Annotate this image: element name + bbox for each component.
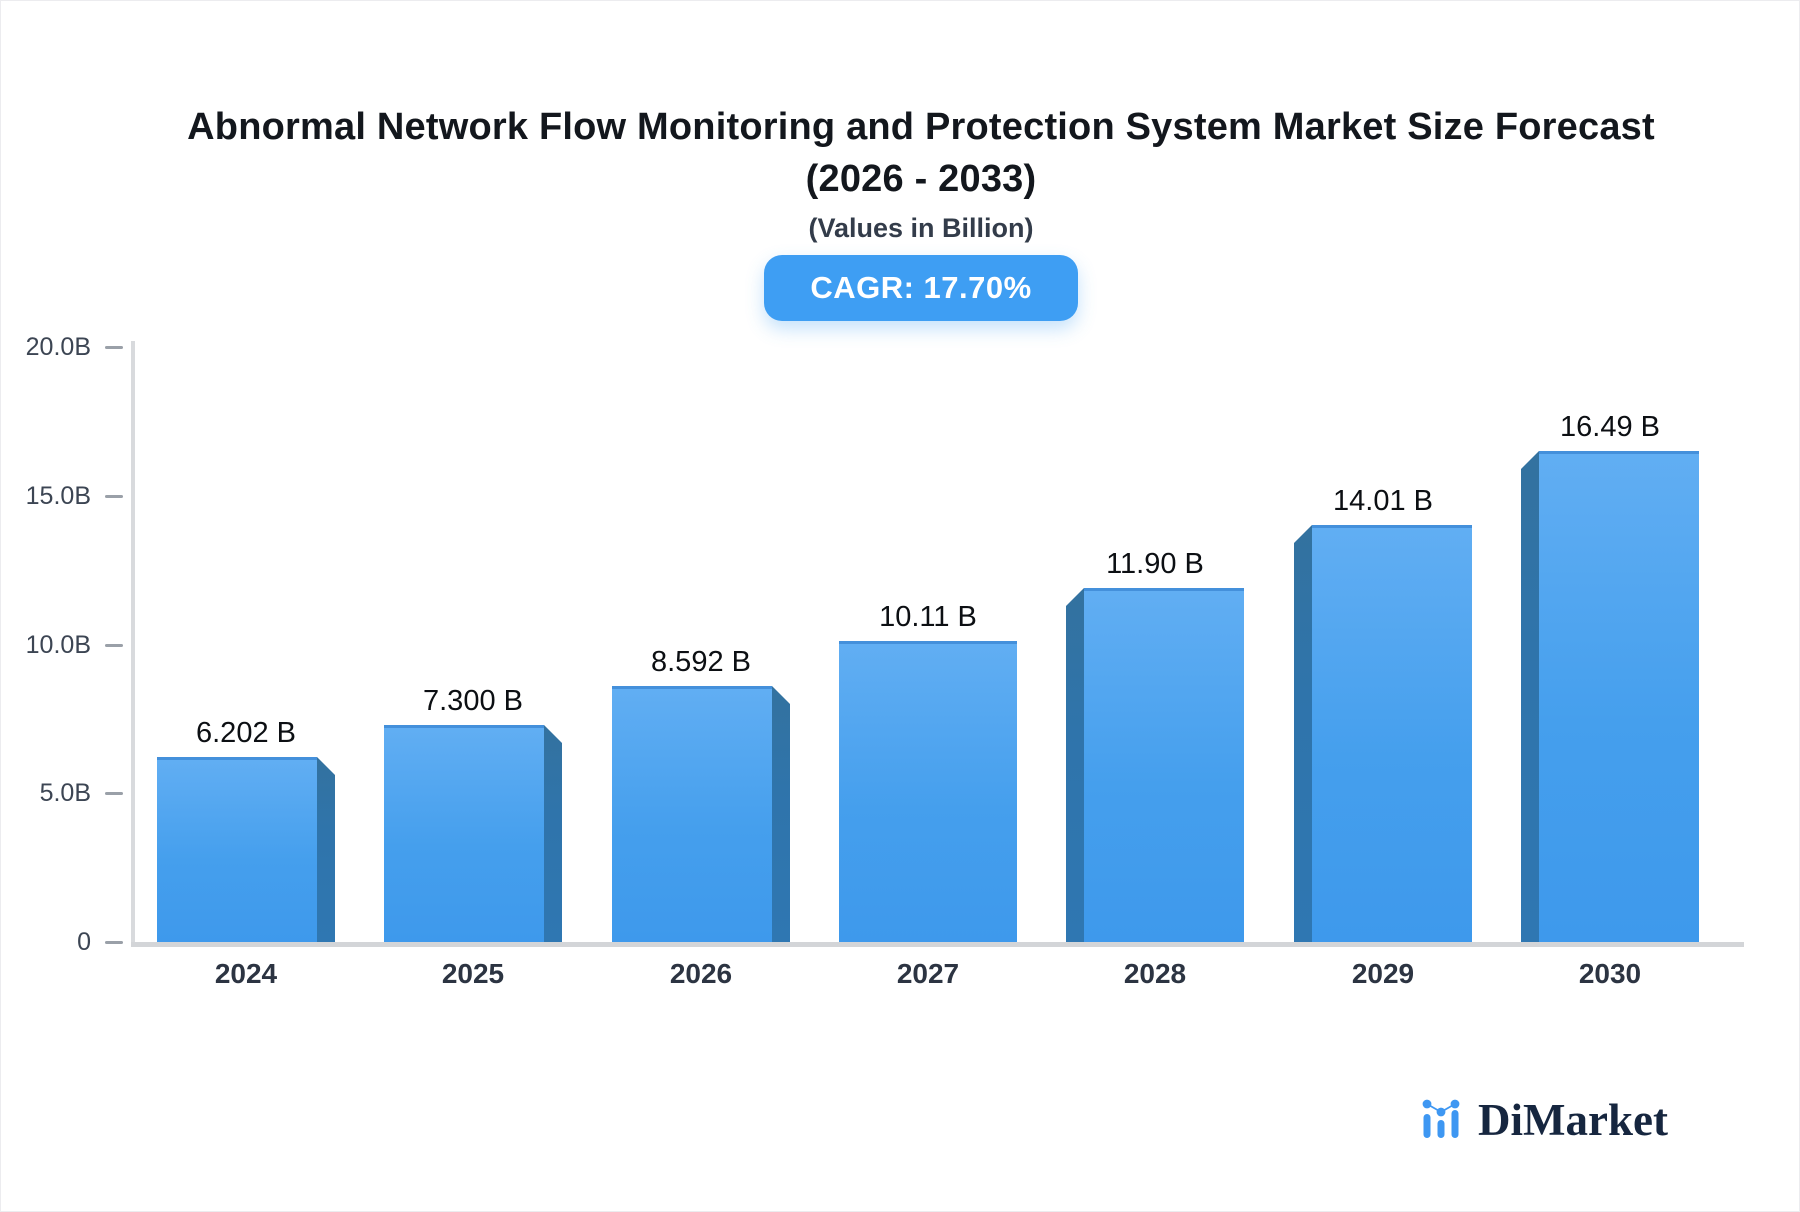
bar-3d-side — [1521, 451, 1539, 942]
y-axis-line — [131, 341, 135, 947]
bar-value-label: 10.11 B — [879, 601, 977, 633]
bar-3d-side — [772, 686, 790, 942]
dimarket-logo-icon — [1422, 1099, 1460, 1138]
x-tick-label: 2027 — [896, 958, 960, 989]
bar-2027 — [839, 641, 1017, 942]
y-tick-mark — [105, 494, 123, 498]
x-tick-label: 2028 — [1123, 958, 1187, 989]
chart-title-line2: (2026 - 2033) — [805, 158, 1037, 200]
bar-3d-side — [1294, 525, 1312, 942]
y-tick-label: 0 — [77, 928, 91, 956]
x-tick-label: 2030 — [1578, 958, 1642, 989]
x-axis-baseline — [131, 942, 1744, 947]
y-tick-label: 10.0B — [25, 630, 91, 659]
bar-3d-side — [544, 725, 562, 942]
y-tick-mark — [105, 643, 123, 647]
bar-face — [1312, 525, 1472, 942]
x-tick-label: 2025 — [441, 958, 505, 989]
cagr-badge: CAGR: 17.70% — [764, 255, 1078, 321]
brand-name: DiMarket — [1478, 1095, 1668, 1145]
bar-3d-side — [1066, 588, 1084, 942]
bar-value-label: 6.202 B — [196, 717, 296, 749]
y-tick-label: 5.0B — [39, 779, 91, 808]
bar-value-label: 11.90 B — [1106, 548, 1204, 580]
y-tick-mark — [105, 941, 123, 944]
bar-face — [1539, 451, 1699, 942]
bar-face — [839, 641, 1017, 942]
bar-2030 — [1521, 451, 1699, 942]
bar-2024 — [157, 757, 335, 942]
bar-value-label: 8.592 B — [651, 646, 751, 678]
bar-face — [1084, 588, 1244, 942]
x-tick-label: 2026 — [669, 958, 733, 989]
chart-title-line1: Abnormal Network Flow Monitoring and Pro… — [187, 106, 1655, 148]
bar-2029 — [1294, 525, 1472, 942]
bar-value-label: 14.01 B — [1333, 485, 1433, 517]
bar-value-label: 7.300 B — [423, 685, 523, 717]
bar-value-label: 16.49 B — [1560, 411, 1660, 443]
bar-face — [384, 725, 544, 942]
bar-2026 — [612, 686, 790, 942]
chart-units-subtitle: (Values in Billion) — [808, 213, 1034, 243]
bar-2028 — [1066, 588, 1244, 942]
y-tick-label: 15.0B — [25, 481, 91, 510]
bar-face — [157, 757, 317, 942]
bar-face — [612, 686, 772, 942]
y-tick-mark — [105, 346, 123, 349]
bar-3d-side — [317, 757, 335, 942]
x-tick-label: 2024 — [214, 958, 278, 989]
bar-2025 — [384, 725, 562, 942]
brand-logo[interactable]: DiMarket — [1419, 1095, 1668, 1145]
y-tick-label: 20.0B — [25, 333, 91, 361]
x-tick-label: 2029 — [1351, 958, 1415, 989]
chart-header: Abnormal Network Flow Monitoring and Pro… — [41, 101, 1799, 321]
y-tick-mark — [105, 792, 123, 796]
